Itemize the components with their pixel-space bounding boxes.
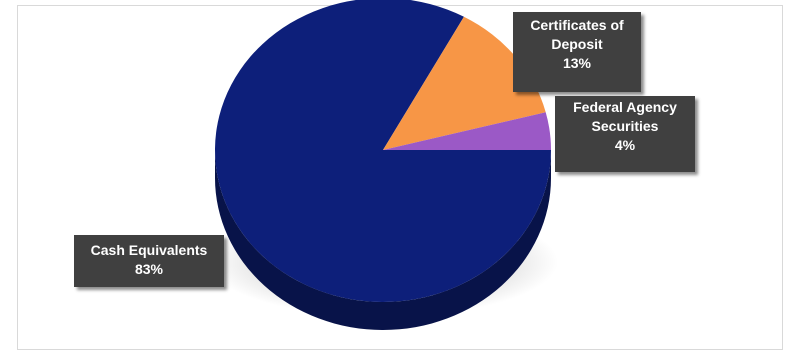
pie-slice-federal-agency-securities — [383, 112, 551, 150]
label-cash-equivalents: Cash Equivalents 83% — [74, 235, 224, 287]
slice-percent-text: 4% — [614, 137, 636, 153]
pie-side-0 — [215, 150, 551, 330]
slice-label-text: Certificates of Deposit — [530, 17, 624, 52]
pie-slice-certificates-of-deposit — [383, 16, 546, 150]
slice-percent-text: 83% — [134, 261, 164, 277]
slice-label-text: Federal Agency Securities — [573, 99, 677, 134]
slice-percent-text: 13% — [562, 55, 592, 71]
label-federal-agency-securities: Federal Agency Securities 4% — [555, 96, 695, 172]
pie-slice-cash-equivalents — [215, 0, 551, 302]
label-certificates-of-deposit: Certificates of Deposit 13% — [513, 12, 641, 92]
pie-slices — [215, 0, 551, 302]
slice-label-text: Cash Equivalents — [90, 242, 208, 258]
pie-depth — [215, 150, 551, 330]
